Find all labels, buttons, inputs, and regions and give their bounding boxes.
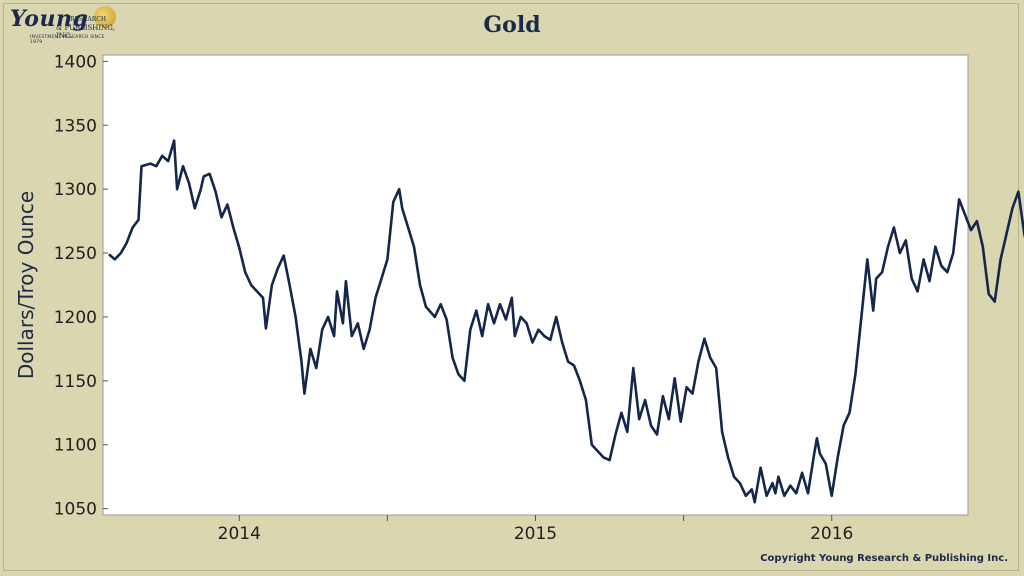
y-axis-label: Dollars/Troy Ounce bbox=[14, 191, 38, 379]
y-tick-label: 1350 bbox=[54, 116, 97, 136]
copyright-notice: Copyright Young Research & Publishing In… bbox=[760, 553, 1008, 564]
x-tick-label: 2014 bbox=[218, 524, 261, 544]
y-axis: 1050 1100 1150 1200 1250 1300 1350 1400 bbox=[54, 52, 108, 520]
y-tick-label: 1300 bbox=[54, 180, 97, 200]
chart-title: Gold bbox=[483, 12, 541, 38]
x-tick-label: 2016 bbox=[810, 524, 853, 544]
logo-line-2: & PUBLISHING, INC. bbox=[56, 24, 115, 40]
globe-icon bbox=[94, 6, 116, 28]
y-tick-label: 1250 bbox=[54, 244, 97, 264]
publisher-logo: Young RESEARCH & PUBLISHING, INC. INVEST… bbox=[8, 4, 118, 45]
gold-price-line bbox=[108, 139, 1024, 504]
y-tick-label: 1200 bbox=[54, 308, 97, 328]
chart-frame bbox=[3, 3, 1019, 571]
y-tick-label: 1150 bbox=[54, 372, 97, 392]
x-tick-label: 2015 bbox=[514, 524, 557, 544]
logo-line-3: INVESTMENT RESEARCH SINCE 1979 bbox=[30, 35, 105, 45]
y-tick-label: 1050 bbox=[54, 500, 97, 520]
series-layer bbox=[108, 139, 1024, 504]
x-axis: 2014 2015 2016 bbox=[218, 515, 853, 544]
logo-line-1: RESEARCH bbox=[70, 16, 107, 23]
logo-word: Young bbox=[10, 6, 89, 32]
plot-area bbox=[102, 54, 969, 516]
y-tick-label: 1400 bbox=[54, 52, 97, 72]
y-tick-label: 1100 bbox=[54, 436, 97, 456]
